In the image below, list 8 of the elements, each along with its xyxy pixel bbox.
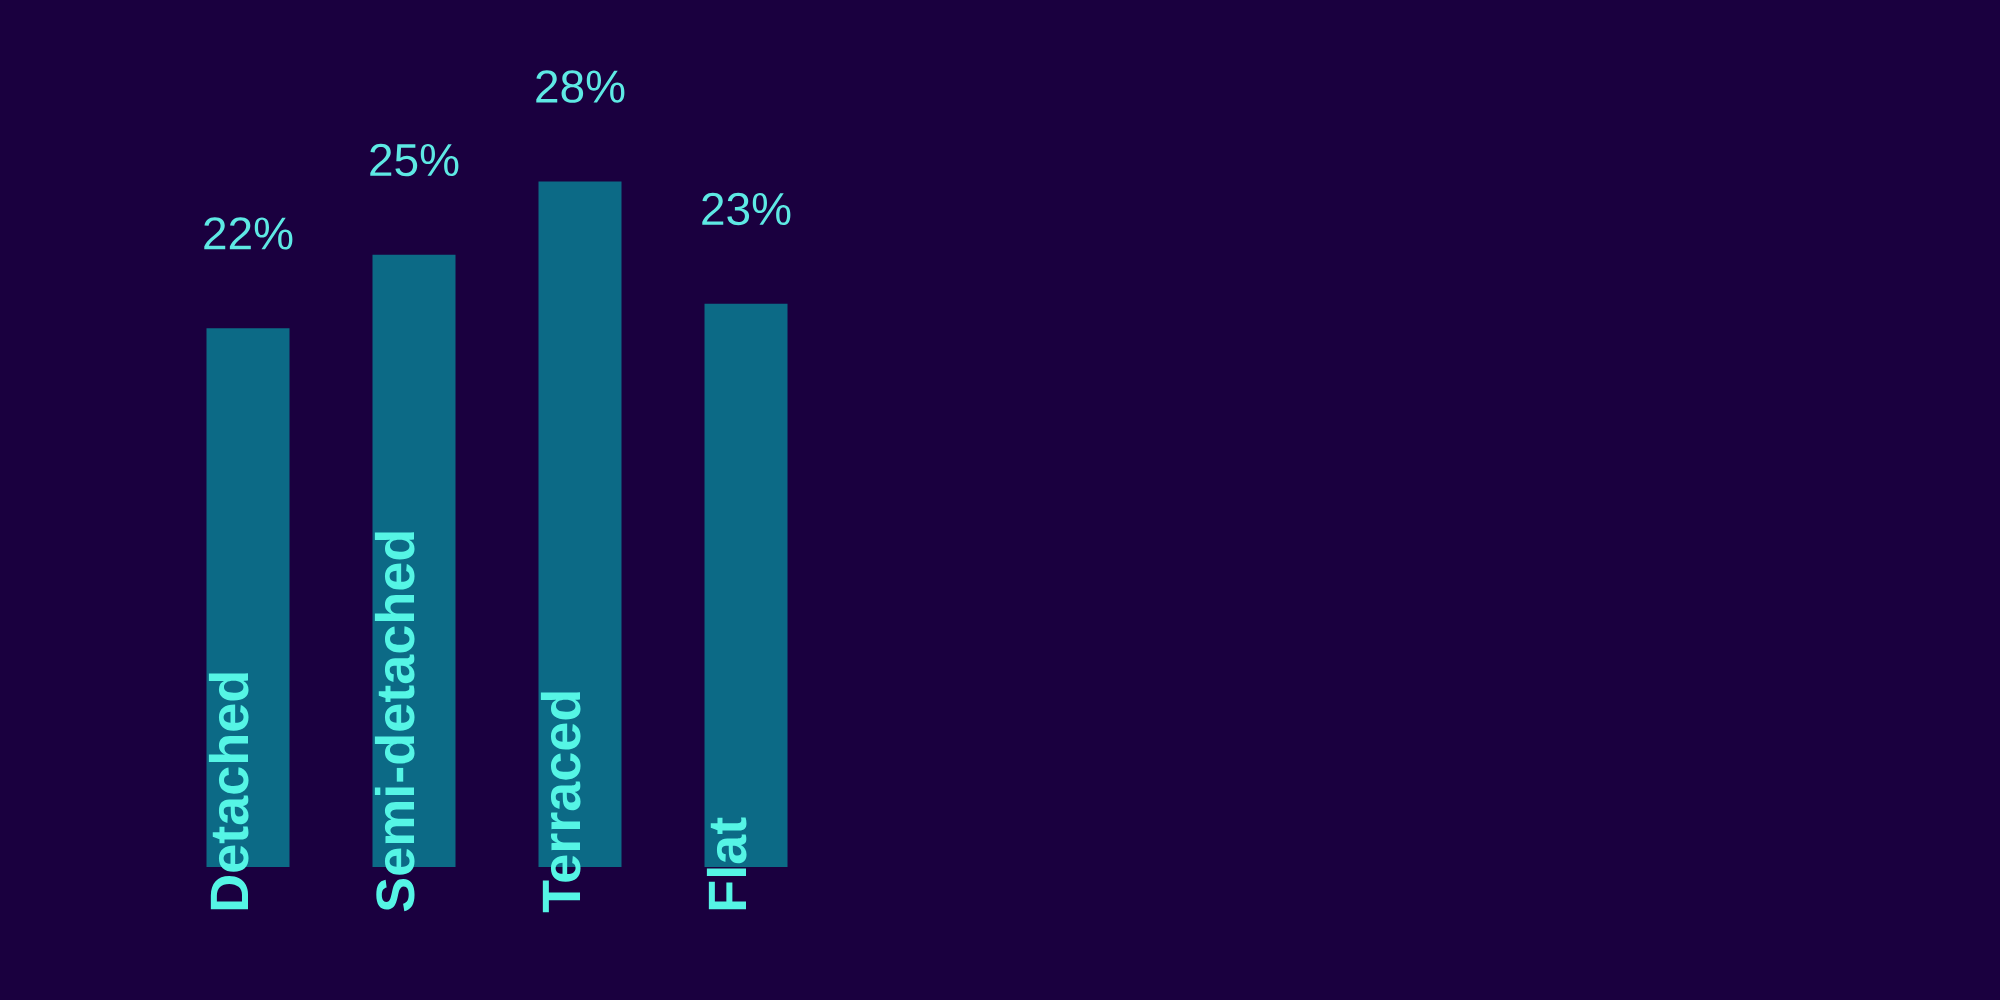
x-tick-label: Terraced [540,692,581,913]
data-label: 23% [702,192,791,226]
x-tick-label: Semi-detached [374,532,415,912]
data-label: 22% [204,217,293,250]
data-label: 25% [370,143,459,177]
data-label: 28% [536,70,625,103]
x-tick-label: Detached [208,673,249,910]
x-tick-label: Flat [706,817,747,910]
